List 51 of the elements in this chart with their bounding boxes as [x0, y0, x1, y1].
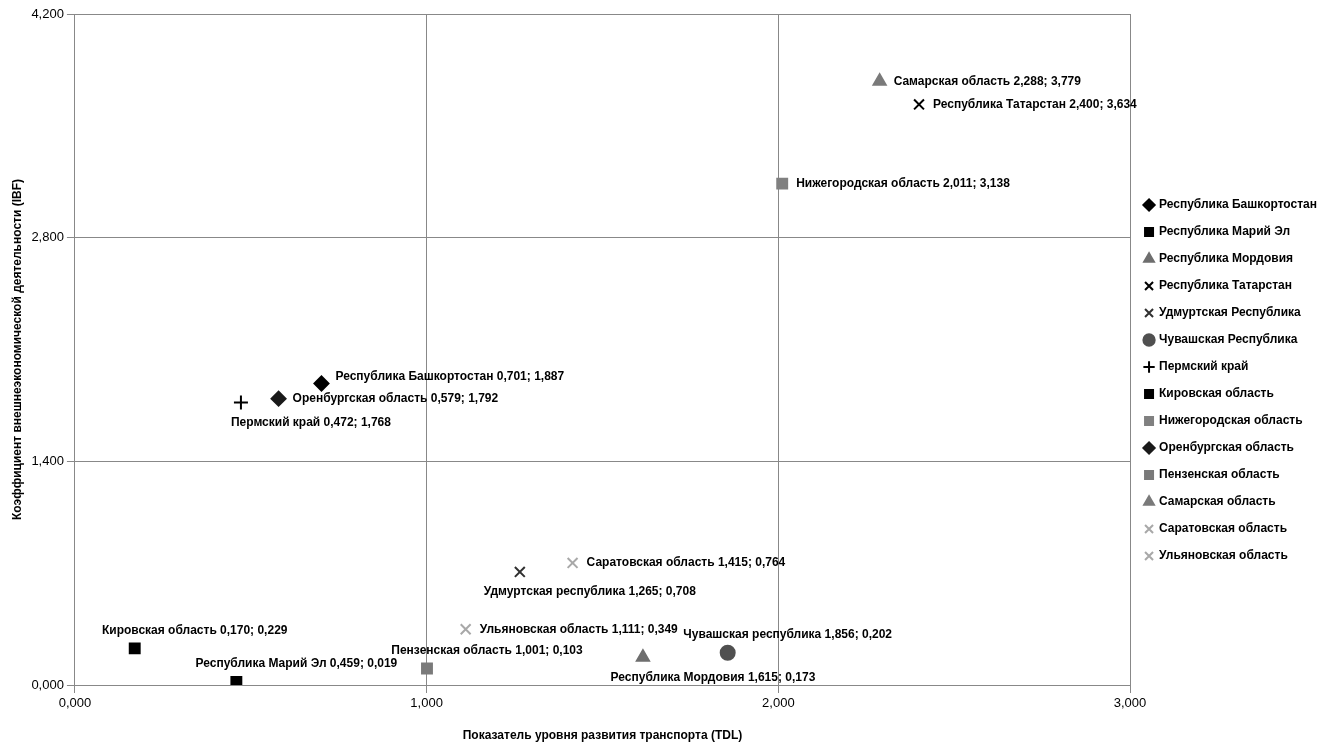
point	[719, 644, 736, 661]
data-label: Ульяновская область 1,111; 0,349	[479, 621, 679, 636]
data-label: Кировская область 0,170; 0,229	[101, 622, 288, 637]
point	[232, 394, 249, 411]
point	[872, 73, 887, 86]
legend-label: Удмуртская Республика	[1159, 305, 1302, 320]
data-label: Чувашская республика 1,856; 0,202	[683, 627, 893, 642]
y-tick-label: 2,800	[31, 229, 64, 245]
point	[566, 556, 579, 569]
data-label: Пермский край 0,472; 1,768	[230, 414, 392, 429]
legend-label: Чувашская Республика	[1159, 332, 1298, 347]
data-label: Республика Башкортостан 0,701; 1,887	[335, 368, 565, 383]
x-axis-title: Показатель уровня развития транспорта (TDL)	[462, 728, 743, 743]
point	[635, 649, 650, 662]
data-label: Удмуртская республика 1,265; 0,708	[483, 584, 697, 599]
data-label: Республика Мордовия 1,615; 0,173	[610, 669, 816, 684]
legend-label: Пензенская область	[1159, 467, 1280, 482]
y-tick-label: 4,200	[31, 5, 64, 21]
data-label: Республика Марий Эл 0,459; 0,019	[195, 656, 398, 671]
legend-label: Республика Марий Эл	[1159, 224, 1291, 239]
legend-label: Ульяновская область	[1159, 548, 1288, 563]
x-tick-label: 3,000	[1113, 695, 1147, 711]
legend-label: Республика Татарстан	[1159, 278, 1293, 293]
legend-label: Самарская область	[1159, 494, 1276, 509]
x-tick-label: 2,000	[762, 695, 795, 711]
y-axis-title: Коэффициент внешнеэкономической деятельности (IBF)	[9, 179, 24, 520]
data-label: Нижегородская область 2,011; 3,138	[796, 175, 1011, 190]
legend-label: Кировская область	[1159, 386, 1274, 401]
legend-label: Пермский край	[1159, 359, 1249, 374]
point	[270, 390, 287, 407]
data-label: Пензенская область 1,001; 0,103	[391, 642, 583, 657]
point	[913, 98, 925, 111]
point	[459, 623, 472, 636]
legend-label: Саратовская область	[1159, 521, 1288, 536]
x-tick-label: 0,000	[58, 695, 92, 711]
point	[776, 177, 789, 190]
data-label: Республика Татарстан 2,400; 3,634	[933, 96, 1138, 111]
point	[513, 565, 526, 578]
point	[128, 642, 141, 655]
data-label: Саратовская область 1,415; 0,764	[586, 555, 786, 570]
point	[313, 375, 330, 392]
point	[421, 662, 433, 675]
y-tick-label: 0,000	[31, 676, 64, 692]
legend-label: Республика Мордовия	[1159, 251, 1294, 266]
data-label: Самарская область 2,288; 3,779	[893, 73, 1082, 88]
legend-label: Республика Башкортостан	[1159, 197, 1318, 212]
y-tick-label: 1,400	[31, 452, 64, 468]
data-label: Оренбургская область 0,579; 1,792	[292, 391, 499, 406]
x-tick-label: 1,000	[410, 695, 443, 711]
legend-label: Оренбургская область	[1159, 440, 1294, 455]
legend-label: Нижегородская область	[1159, 413, 1303, 428]
